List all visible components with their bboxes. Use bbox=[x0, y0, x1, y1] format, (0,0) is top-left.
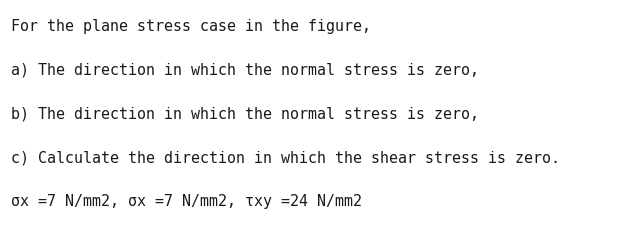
Text: For the plane stress case in the figure,: For the plane stress case in the figure, bbox=[11, 19, 371, 34]
Text: σx =7 N/mm2, σx =7 N/mm2, τxy =24 N/mm2: σx =7 N/mm2, σx =7 N/mm2, τxy =24 N/mm2 bbox=[11, 193, 362, 208]
Text: c) Calculate the direction in which the shear stress is zero.: c) Calculate the direction in which the … bbox=[11, 150, 561, 165]
Text: a) The direction in which the normal stress is zero,: a) The direction in which the normal str… bbox=[11, 62, 479, 77]
Text: b) The direction in which the normal stress is zero,: b) The direction in which the normal str… bbox=[11, 106, 479, 121]
